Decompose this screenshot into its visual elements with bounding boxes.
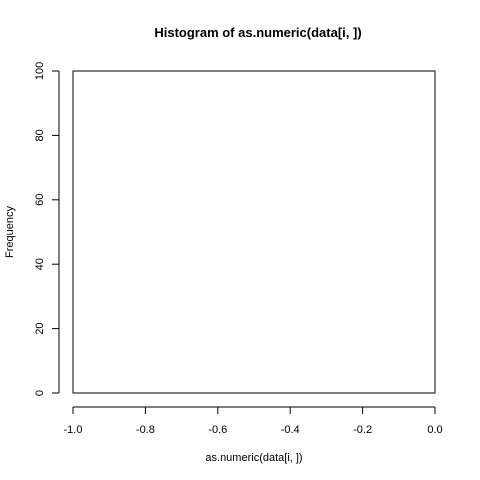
x-tick-label: 0.0 [427,424,442,436]
x-axis-label: as.numeric(data[i, ]) [205,452,302,464]
x-tick-label: -0.4 [281,424,300,436]
x-tick-label: -0.6 [208,424,227,436]
y-tick-label: 40 [34,258,46,270]
x-tick-label: -0.8 [136,424,155,436]
y-tick-label: 100 [34,62,46,80]
y-tick-label: 80 [34,129,46,141]
y-tick-label: 60 [34,194,46,206]
chart-title: Histogram of as.numeric(data[i, ]) [154,25,361,40]
plot-frame [73,71,435,393]
x-tick-label: -1.0 [64,424,83,436]
y-tick-label: 20 [34,322,46,334]
y-axis-label: Frequency [4,206,16,258]
y-tick-label: 0 [34,390,46,396]
x-tick-label: -0.2 [353,424,372,436]
x-axis: -1.0 -0.8 -0.6 -0.4 -0.2 0.0 [64,407,443,436]
y-axis: 0 20 40 60 80 100 [34,62,59,396]
